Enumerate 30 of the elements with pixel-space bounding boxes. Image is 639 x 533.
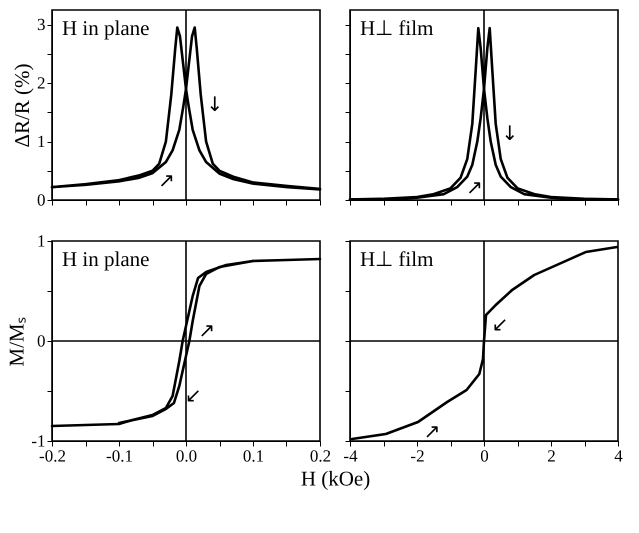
y-tick-label: 3	[37, 15, 46, 34]
x-tick-label: 4	[614, 446, 624, 466]
y-tick-label: 1	[37, 232, 46, 250]
y-tick-label: 0	[37, 332, 46, 350]
annotation: ↓	[206, 92, 224, 116]
y-axis-title: M/Mₛ	[4, 316, 28, 367]
annotation: ↗	[466, 174, 483, 199]
x-tick-label: 0.1	[242, 446, 264, 466]
annotation: ↙	[184, 383, 202, 407]
y-tick-label: 1	[37, 132, 46, 152]
annotation: H in plane	[62, 16, 150, 40]
x-tick-label: -2	[410, 446, 425, 466]
y-tick-label: 2	[37, 74, 46, 93]
annotation: H⊥ film	[360, 247, 434, 271]
annotation: H in plane	[62, 247, 150, 271]
annotation: ↗	[424, 419, 440, 443]
annotation: ↙	[492, 312, 508, 336]
x-tick-label: -0.1	[106, 446, 133, 466]
y-tick-label: 0	[37, 190, 46, 210]
x-tick-label: 0	[480, 446, 489, 466]
annotation: ↗	[198, 318, 216, 342]
x-axis-title: H (kOe)	[300, 466, 370, 490]
y-axis-title: ΔR/R (%)	[10, 63, 34, 148]
x-tick-label: 0.2	[310, 446, 332, 466]
x-tick-label: 2	[547, 446, 556, 466]
x-tick-label: 0.0	[176, 446, 198, 466]
annotation: ↗	[158, 168, 175, 192]
annotation: ↓	[501, 121, 518, 145]
annotation: H⊥ film	[360, 16, 434, 40]
x-tick-label: -4	[343, 446, 358, 466]
